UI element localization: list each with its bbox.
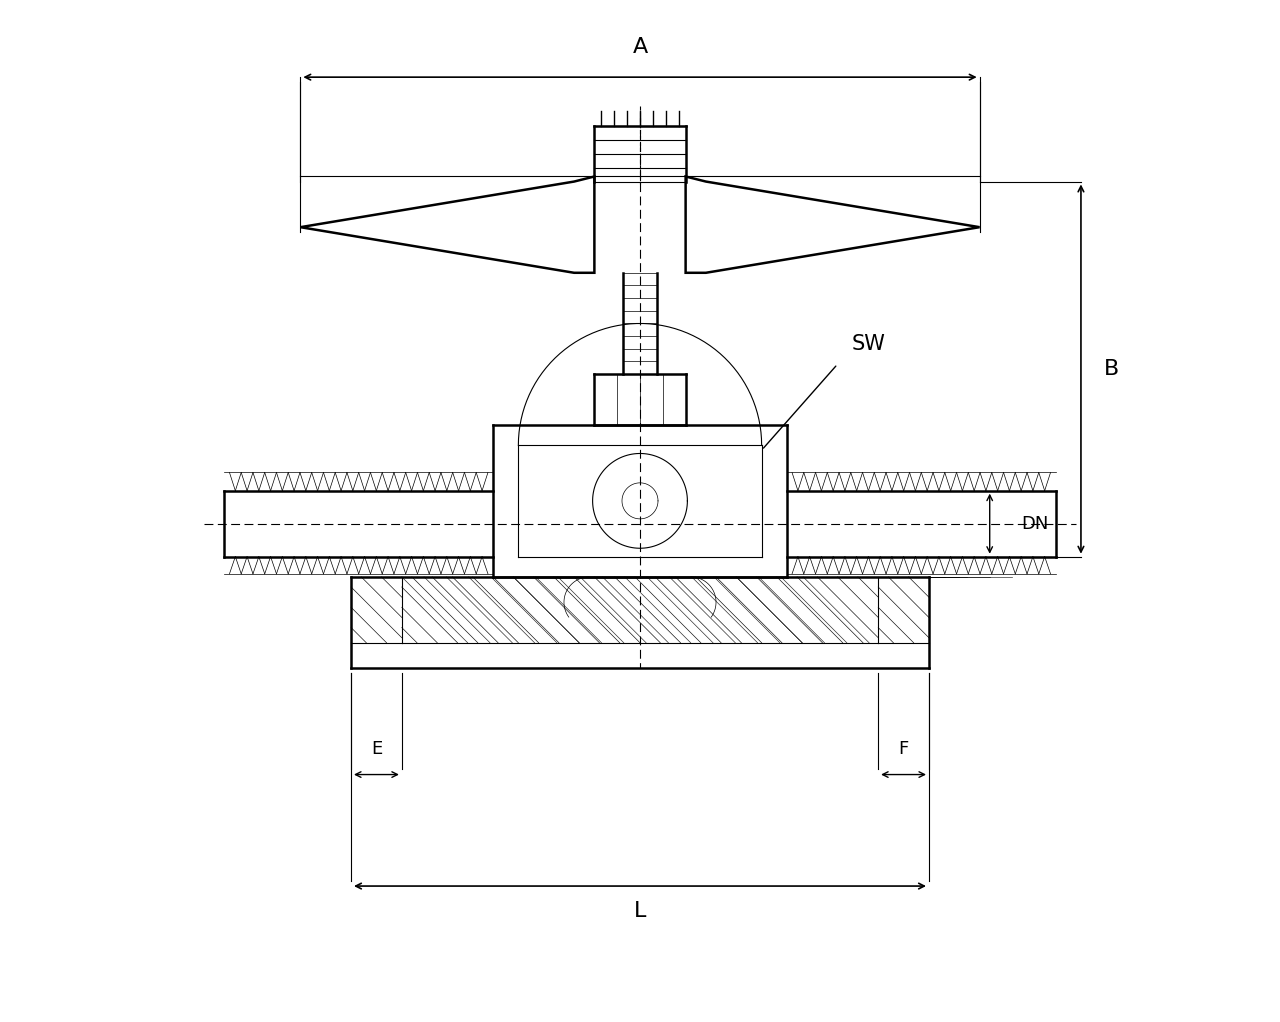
Text: E: E <box>371 740 381 758</box>
Text: DN: DN <box>1021 515 1050 532</box>
Text: SW: SW <box>851 334 884 354</box>
Text: L: L <box>634 901 646 922</box>
Text: F: F <box>899 740 909 758</box>
Text: B: B <box>1103 359 1119 379</box>
Text: A: A <box>632 37 648 57</box>
